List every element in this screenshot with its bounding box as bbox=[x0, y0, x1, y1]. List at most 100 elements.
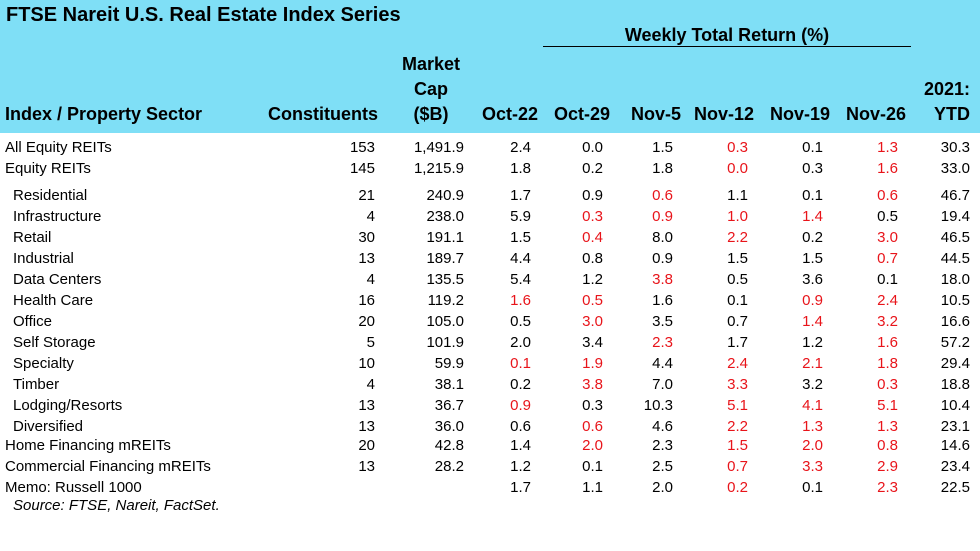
weekly-return-cell: 3.3 bbox=[802, 458, 823, 475]
table-row: Lodging/Resorts 13 36.7 0.9 0.3 10.3 5.1 4.1 5.1… bbox=[0, 395, 980, 416]
row-label: Retail bbox=[13, 229, 52, 246]
group-header-underline bbox=[543, 46, 911, 47]
weekly-return-cell: 2.4 bbox=[727, 355, 748, 372]
weekly-return-cell: 1.5 bbox=[652, 139, 673, 156]
table-row: Memo: Russell 1000 1.7 1.1 2.0 0.2 0.1 2.3 22.5 bbox=[0, 477, 980, 498]
weekly-return-cell: 1.6 bbox=[877, 334, 898, 351]
row-label: Equity REITs bbox=[5, 160, 91, 177]
weekly-return-cell: 2.3 bbox=[652, 437, 673, 454]
row-label: Memo: Russell 1000 bbox=[5, 479, 142, 496]
market-cap-cell: 135.5 bbox=[426, 271, 464, 288]
weekly-return-cell: 0.7 bbox=[877, 250, 898, 267]
constituents-cell: 13 bbox=[358, 397, 375, 414]
constituents-cell: 153 bbox=[349, 139, 375, 156]
market-cap-cell: 1,491.9 bbox=[413, 139, 464, 156]
weekly-return-cell: 2.3 bbox=[877, 479, 898, 496]
header-week-1: Oct-22 bbox=[481, 104, 538, 124]
constituents-cell: 4 bbox=[366, 271, 375, 288]
row-label: Infrastructure bbox=[13, 208, 102, 225]
header-week-3: Nov-5 bbox=[630, 104, 681, 124]
weekly-return-cell: 0.4 bbox=[582, 229, 603, 246]
weekly-return-cell: 2.4 bbox=[877, 292, 898, 309]
market-cap-cell: 101.9 bbox=[426, 334, 464, 351]
header-mcap-line2: Cap bbox=[413, 79, 448, 99]
weekly-return-cell: 3.5 bbox=[652, 313, 673, 330]
row-label: Specialty bbox=[13, 355, 74, 372]
market-cap-cell: 105.0 bbox=[426, 313, 464, 330]
weekly-return-cell: 2.2 bbox=[727, 418, 748, 435]
header-ytd-line1: 2021: bbox=[923, 79, 970, 99]
row-label: Residential bbox=[13, 187, 88, 204]
constituents-cell: 13 bbox=[358, 250, 375, 267]
weekly-return-cell: 3.3 bbox=[727, 376, 748, 393]
weekly-return-cell: 0.1 bbox=[802, 139, 823, 156]
market-cap-cell: 59.9 bbox=[434, 355, 464, 372]
constituents-cell: 20 bbox=[358, 437, 375, 454]
weekly-return-cell: 3.4 bbox=[582, 334, 603, 351]
weekly-return-cell: 8.0 bbox=[652, 229, 673, 246]
weekly-return-cell: 1.5 bbox=[802, 250, 823, 267]
weekly-return-cell: 2.3 bbox=[652, 334, 673, 351]
weekly-return-cell: 5.9 bbox=[510, 208, 531, 225]
table-row: Diversified 13 36.0 0.6 0.6 4.6 2.2 1.3 1.3 23.1 bbox=[0, 416, 980, 437]
header-mcap-line1: Market bbox=[401, 54, 461, 74]
constituents-cell: 16 bbox=[358, 292, 375, 309]
constituents-cell: 21 bbox=[358, 187, 375, 204]
weekly-return-cell: 0.1 bbox=[727, 292, 748, 309]
market-cap-cell: 28.2 bbox=[434, 458, 464, 475]
weekly-return-cell: 0.2 bbox=[582, 160, 603, 177]
table-row: All Equity REITs 153 1,491.9 2.4 0.0 1.5 0.3 0.… bbox=[0, 137, 980, 158]
row-label: Data Centers bbox=[13, 271, 102, 288]
header-constituents: Constituents bbox=[268, 104, 378, 124]
weekly-return-cell: 0.0 bbox=[582, 139, 603, 156]
weekly-return-cell: 4.6 bbox=[652, 418, 673, 435]
ytd-cell: 23.4 bbox=[940, 458, 970, 475]
constituents-cell: 30 bbox=[358, 229, 375, 246]
table-row: Equity REITs 145 1,215.9 1.8 0.2 1.8 0.0 0.3 1.6… bbox=[0, 158, 980, 179]
weekly-return-cell: 1.5 bbox=[727, 437, 748, 454]
ytd-cell: 44.5 bbox=[940, 250, 970, 267]
weekly-return-cell: 1.5 bbox=[727, 250, 748, 267]
weekly-return-cell: 1.1 bbox=[727, 187, 748, 204]
weekly-return-cell: 1.6 bbox=[877, 160, 898, 177]
ytd-cell: 46.7 bbox=[940, 187, 970, 204]
weekly-return-cell: 0.2 bbox=[727, 479, 748, 496]
weekly-return-cell: 7.0 bbox=[652, 376, 673, 393]
weekly-return-cell: 2.4 bbox=[510, 139, 531, 156]
row-label: Diversified bbox=[13, 418, 84, 435]
constituents-cell: 145 bbox=[349, 160, 375, 177]
weekly-return-cell: 0.1 bbox=[802, 187, 823, 204]
table-row: Timber 4 38.1 0.2 3.8 7.0 3.3 3.2 0.3 18.8 bbox=[0, 374, 980, 395]
weekly-return-cell: 5.1 bbox=[877, 397, 898, 414]
weekly-return-cell: 0.1 bbox=[877, 271, 898, 288]
weekly-return-cell: 0.1 bbox=[510, 355, 531, 372]
weekly-return-cell: 0.5 bbox=[877, 208, 898, 225]
table-row: Retail 30 191.1 1.5 0.4 8.0 2.2 0.2 3.0 46.5 bbox=[0, 227, 980, 248]
weekly-return-cell: 0.6 bbox=[582, 418, 603, 435]
weekly-return-cell: 3.2 bbox=[877, 313, 898, 330]
weekly-return-cell: 1.6 bbox=[510, 292, 531, 309]
weekly-return-cell: 0.5 bbox=[510, 313, 531, 330]
weekly-return-cell: 2.5 bbox=[652, 458, 673, 475]
header-week-6: Nov-26 bbox=[845, 104, 906, 124]
constituents-cell: 13 bbox=[358, 458, 375, 475]
constituents-cell: 13 bbox=[358, 418, 375, 435]
table-row: Residential 21 240.9 1.7 0.9 0.6 1.1 0.1 0.6 46.7 bbox=[0, 185, 980, 206]
market-cap-cell: 191.1 bbox=[426, 229, 464, 246]
weekly-return-cell: 3.0 bbox=[582, 313, 603, 330]
weekly-return-cell: 2.1 bbox=[802, 355, 823, 372]
ytd-cell: 33.0 bbox=[940, 160, 970, 177]
ytd-cell: 57.2 bbox=[940, 334, 970, 351]
weekly-return-cell: 0.3 bbox=[582, 208, 603, 225]
weekly-return-cell: 2.0 bbox=[802, 437, 823, 454]
ytd-cell: 10.5 bbox=[940, 292, 970, 309]
market-cap-cell: 36.0 bbox=[434, 418, 464, 435]
weekly-return-cell: 1.6 bbox=[652, 292, 673, 309]
weekly-return-cell: 1.2 bbox=[802, 334, 823, 351]
weekly-return-cell: 1.2 bbox=[582, 271, 603, 288]
weekly-return-cell: 0.3 bbox=[802, 160, 823, 177]
header-week-5: Nov-19 bbox=[769, 104, 830, 124]
weekly-return-cell: 0.5 bbox=[582, 292, 603, 309]
weekly-return-cell: 0.7 bbox=[727, 313, 748, 330]
weekly-return-cell: 0.0 bbox=[727, 160, 748, 177]
